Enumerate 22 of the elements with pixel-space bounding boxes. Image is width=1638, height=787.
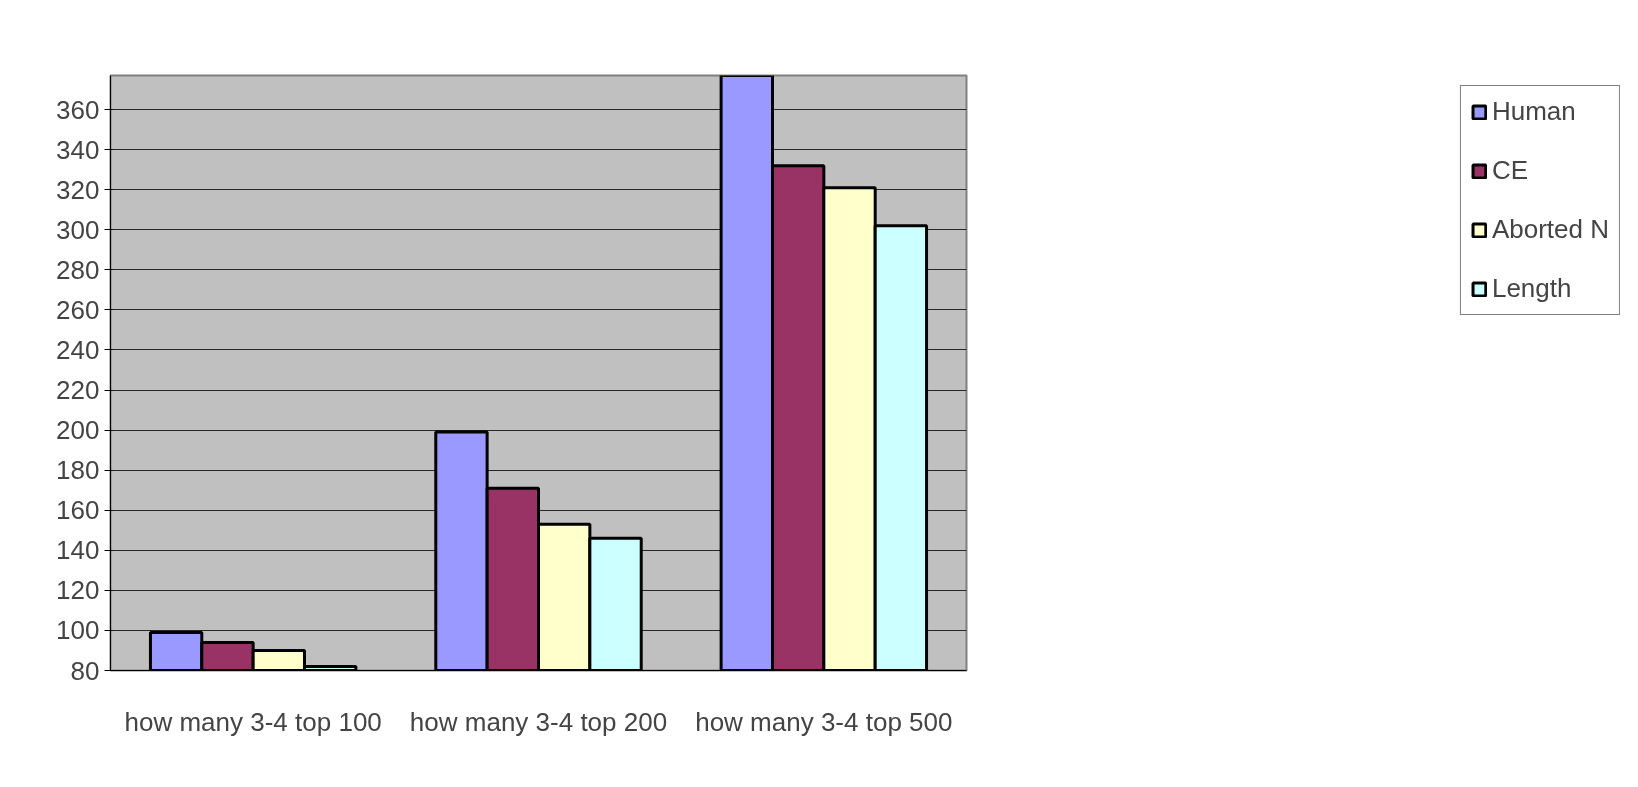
legend-label: CE (1491, 155, 1529, 186)
y-tick-label: 160 (56, 495, 100, 526)
legend-label: Human (1491, 96, 1576, 127)
y-tick-label: 80 (70, 655, 100, 686)
y-tick-label: 300 (56, 214, 100, 245)
y-tick-label: 360 (56, 94, 100, 125)
y-tick-label: 200 (56, 415, 100, 446)
y-tick-label: 220 (56, 375, 100, 406)
legend-label: Length (1491, 273, 1572, 304)
x-tick-label: how many 3-4 top 500 (695, 706, 953, 737)
x-tick-label: how many 3-4 top 100 (124, 706, 382, 737)
y-tick-label: 260 (56, 294, 100, 325)
y-tick-label: 180 (56, 455, 100, 486)
y-tick-label: 100 (56, 615, 100, 646)
y-tick-label: 340 (56, 134, 100, 165)
legend-label: Aborted N (1491, 214, 1609, 245)
y-tick-label: 120 (56, 575, 100, 606)
y-tick-label: 240 (56, 334, 100, 365)
y-tick-label: 140 (56, 535, 100, 566)
x-tick-label: how many 3-4 top 200 (409, 706, 668, 737)
y-tick-label: 280 (56, 254, 100, 285)
y-tick-label: 320 (56, 174, 100, 205)
